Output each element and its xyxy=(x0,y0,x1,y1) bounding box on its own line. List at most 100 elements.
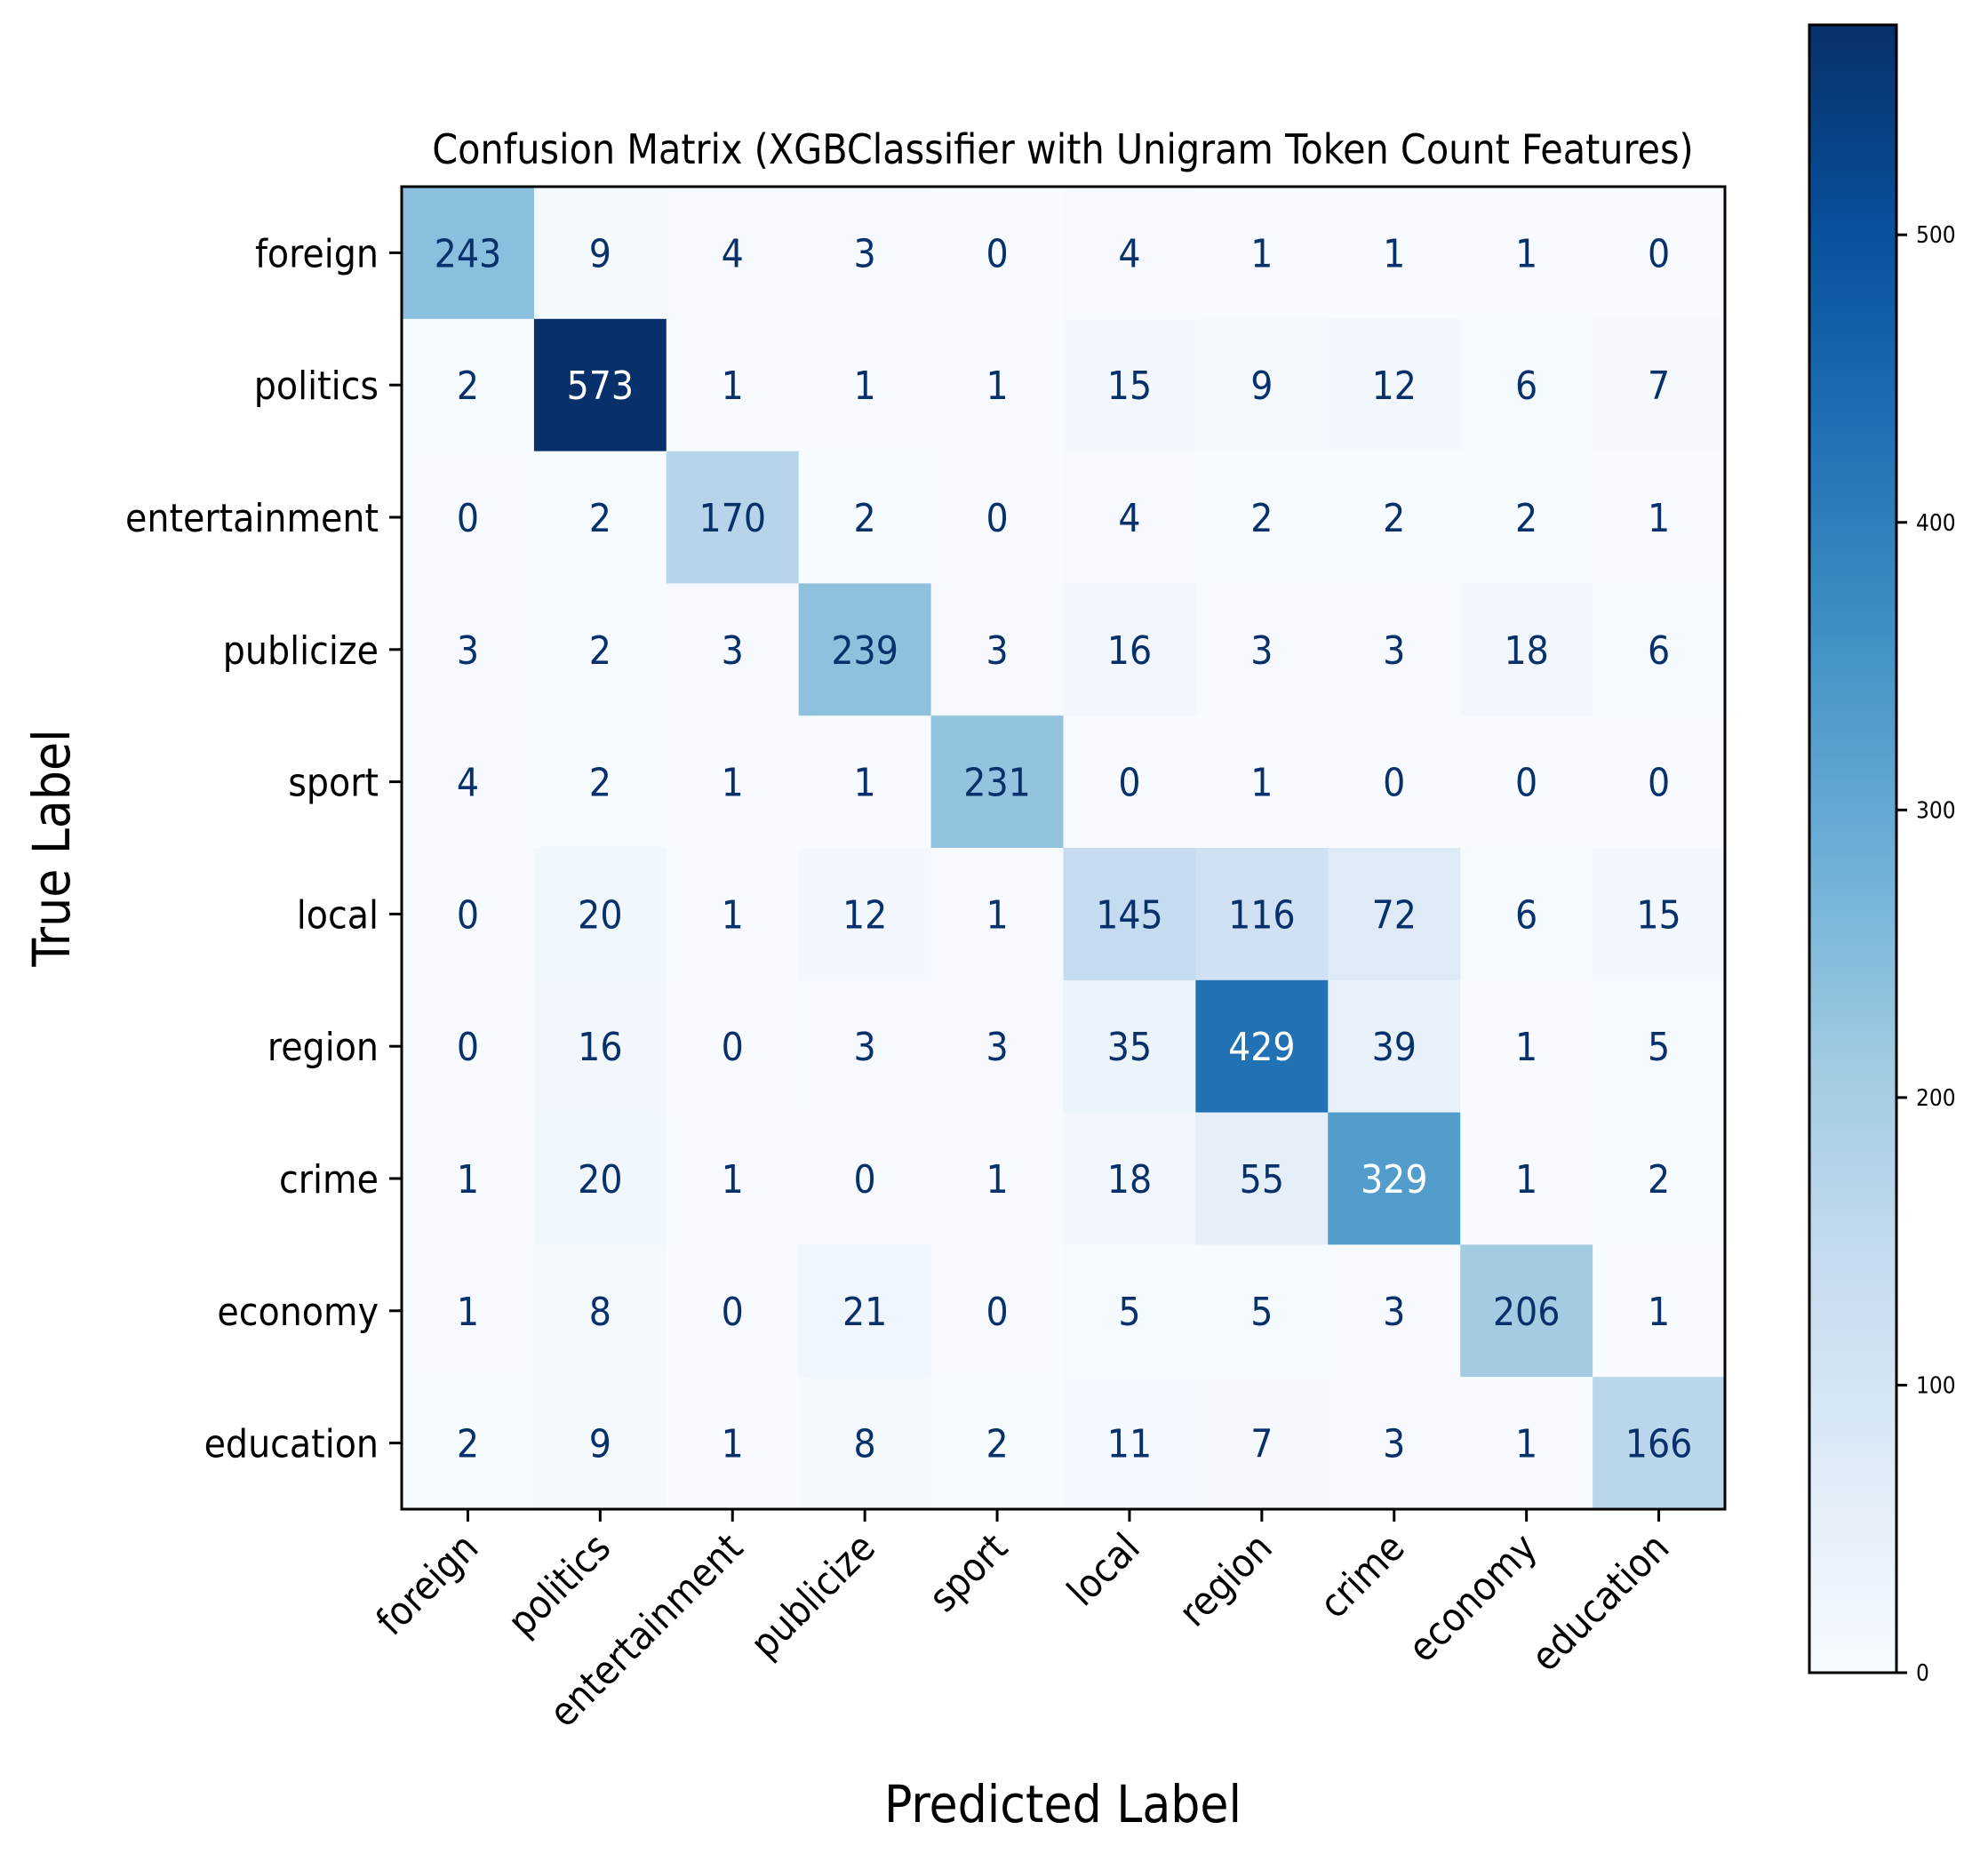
cell-value-label: 18 xyxy=(1107,1157,1152,1203)
cell-value-label: 6 xyxy=(1515,892,1537,938)
heatmap-cell xyxy=(1063,848,1196,981)
heatmap-cell xyxy=(1460,979,1593,1114)
cell-value-label: 2 xyxy=(589,628,611,674)
cell-value-label: 116 xyxy=(1228,892,1296,938)
heatmap-cell xyxy=(1328,187,1461,320)
heatmap-cell xyxy=(666,715,800,849)
cell-value-label: 0 xyxy=(722,1025,744,1070)
y-tick-label: region xyxy=(267,1025,379,1070)
heatmap-cell xyxy=(533,715,667,849)
heatmap-cell xyxy=(1063,451,1196,584)
cell-value-label: 1 xyxy=(986,892,1008,938)
heatmap-cell xyxy=(1195,583,1329,716)
heatmap-cell xyxy=(1328,1244,1461,1378)
heatmap-cell xyxy=(930,187,1065,320)
heatmap-cell xyxy=(1063,583,1196,716)
heatmap-cell xyxy=(1593,848,1726,981)
heatmap-cell xyxy=(1195,187,1329,320)
cell-value-label: 5 xyxy=(1648,1025,1670,1070)
heatmap-cell xyxy=(402,1112,535,1245)
y-tick-label: crime xyxy=(279,1157,379,1203)
cell-value-label: 15 xyxy=(1107,364,1152,409)
heatmap-cell xyxy=(798,187,932,320)
heatmap-cell xyxy=(1195,318,1329,452)
heatmap-cell-labels: 243 9 4 3 0 4 1 1 1 02 573 1 1 1 15 9 12 6 70 2 170 2 0 4 2 2 2 13 2… xyxy=(435,231,1693,1466)
cell-value-label: 329 xyxy=(1361,1157,1428,1203)
x-tick-label: publicize xyxy=(742,1525,884,1667)
y-axis-ticks: foreign politics entertainment publicize spo… xyxy=(125,231,402,1467)
heatmap-cell xyxy=(1328,318,1461,452)
cell-value-label: 4 xyxy=(722,231,744,276)
cell-value-label: 72 xyxy=(1372,892,1417,938)
heatmap-cell xyxy=(1195,451,1329,584)
heatmap-cell xyxy=(1063,1112,1196,1245)
heatmap-cell xyxy=(402,318,535,452)
heatmap-cell xyxy=(666,979,800,1114)
cell-value-label: 39 xyxy=(1372,1025,1417,1070)
cell-value-label: 0 xyxy=(1648,761,1670,806)
cell-value-label: 1 xyxy=(854,761,876,806)
heatmap-cell xyxy=(1460,1244,1593,1378)
cell-value-label: 573 xyxy=(567,364,635,409)
heatmap-cell xyxy=(1328,1112,1461,1245)
colorbar-tick-label: 200 xyxy=(1916,1085,1956,1112)
cell-value-label: 0 xyxy=(1515,761,1537,806)
colorbar-tick-label: 100 xyxy=(1916,1372,1956,1399)
cell-value-label: 1 xyxy=(986,364,1008,409)
heatmap-cell xyxy=(1328,979,1461,1114)
cell-value-label: 2 xyxy=(1648,1157,1670,1203)
cell-value-label: 243 xyxy=(435,231,502,276)
heatmap-cell xyxy=(1593,715,1726,849)
cell-value-label: 3 xyxy=(986,1025,1008,1070)
heatmap-cell xyxy=(533,1112,667,1245)
y-tick-label: publicize xyxy=(223,628,379,674)
cell-value-label: 7 xyxy=(1648,364,1670,409)
heatmap-cell xyxy=(1460,1112,1593,1245)
cell-value-label: 3 xyxy=(722,628,744,674)
x-axis-label: Predicted Label xyxy=(884,1774,1242,1834)
cell-value-label: 55 xyxy=(1240,1157,1284,1203)
cell-value-label: 0 xyxy=(457,892,479,938)
heatmap-cell xyxy=(402,848,535,981)
heatmap-cell xyxy=(930,1112,1065,1245)
heatmap-cell xyxy=(1195,848,1329,981)
heatmap-cell xyxy=(402,979,535,1114)
cell-value-label: 3 xyxy=(986,628,1008,674)
heatmap-cell xyxy=(1195,1377,1329,1510)
cell-value-label: 6 xyxy=(1648,628,1670,674)
heatmap-cell xyxy=(1063,1377,1196,1510)
cell-value-label: 1 xyxy=(722,1422,744,1467)
heatmap-cell xyxy=(666,1244,800,1378)
y-tick-label: entertainment xyxy=(125,496,379,541)
cell-value-label: 2 xyxy=(986,1422,1008,1467)
cell-value-label: 1 xyxy=(1515,1422,1537,1467)
cell-value-label: 1 xyxy=(722,892,744,938)
cell-value-label: 16 xyxy=(1107,628,1152,674)
heatmap-cells xyxy=(402,187,1726,1510)
heatmap-cell xyxy=(533,1377,667,1510)
heatmap-cell xyxy=(1328,451,1461,584)
x-tick-label: crime xyxy=(1311,1525,1413,1627)
cell-value-label: 3 xyxy=(1383,1422,1405,1467)
cell-value-label: 0 xyxy=(722,1290,744,1335)
heatmap-cell xyxy=(930,451,1065,584)
cell-value-label: 2 xyxy=(1515,496,1537,541)
cell-value-label: 18 xyxy=(1504,628,1548,674)
plot-frame xyxy=(400,185,1727,1511)
cell-value-label: 2 xyxy=(589,761,611,806)
cell-value-label: 1 xyxy=(1515,1025,1537,1070)
y-tick-label: foreign xyxy=(255,231,379,276)
heatmap-cell xyxy=(1593,1244,1726,1378)
heatmap-cell xyxy=(930,583,1065,716)
heatmap-cell xyxy=(1593,1377,1726,1510)
heatmap-cell xyxy=(533,318,667,452)
colorbar-tick-label: 300 xyxy=(1916,797,1956,824)
cell-value-label: 9 xyxy=(589,1422,611,1467)
y-tick-label: economy xyxy=(217,1290,379,1335)
heatmap-cell xyxy=(1593,318,1726,452)
y-tick-label: local xyxy=(297,892,379,938)
heatmap-cell xyxy=(1460,715,1593,849)
cell-value-label: 2 xyxy=(589,496,611,541)
heatmap-cell xyxy=(533,979,667,1114)
